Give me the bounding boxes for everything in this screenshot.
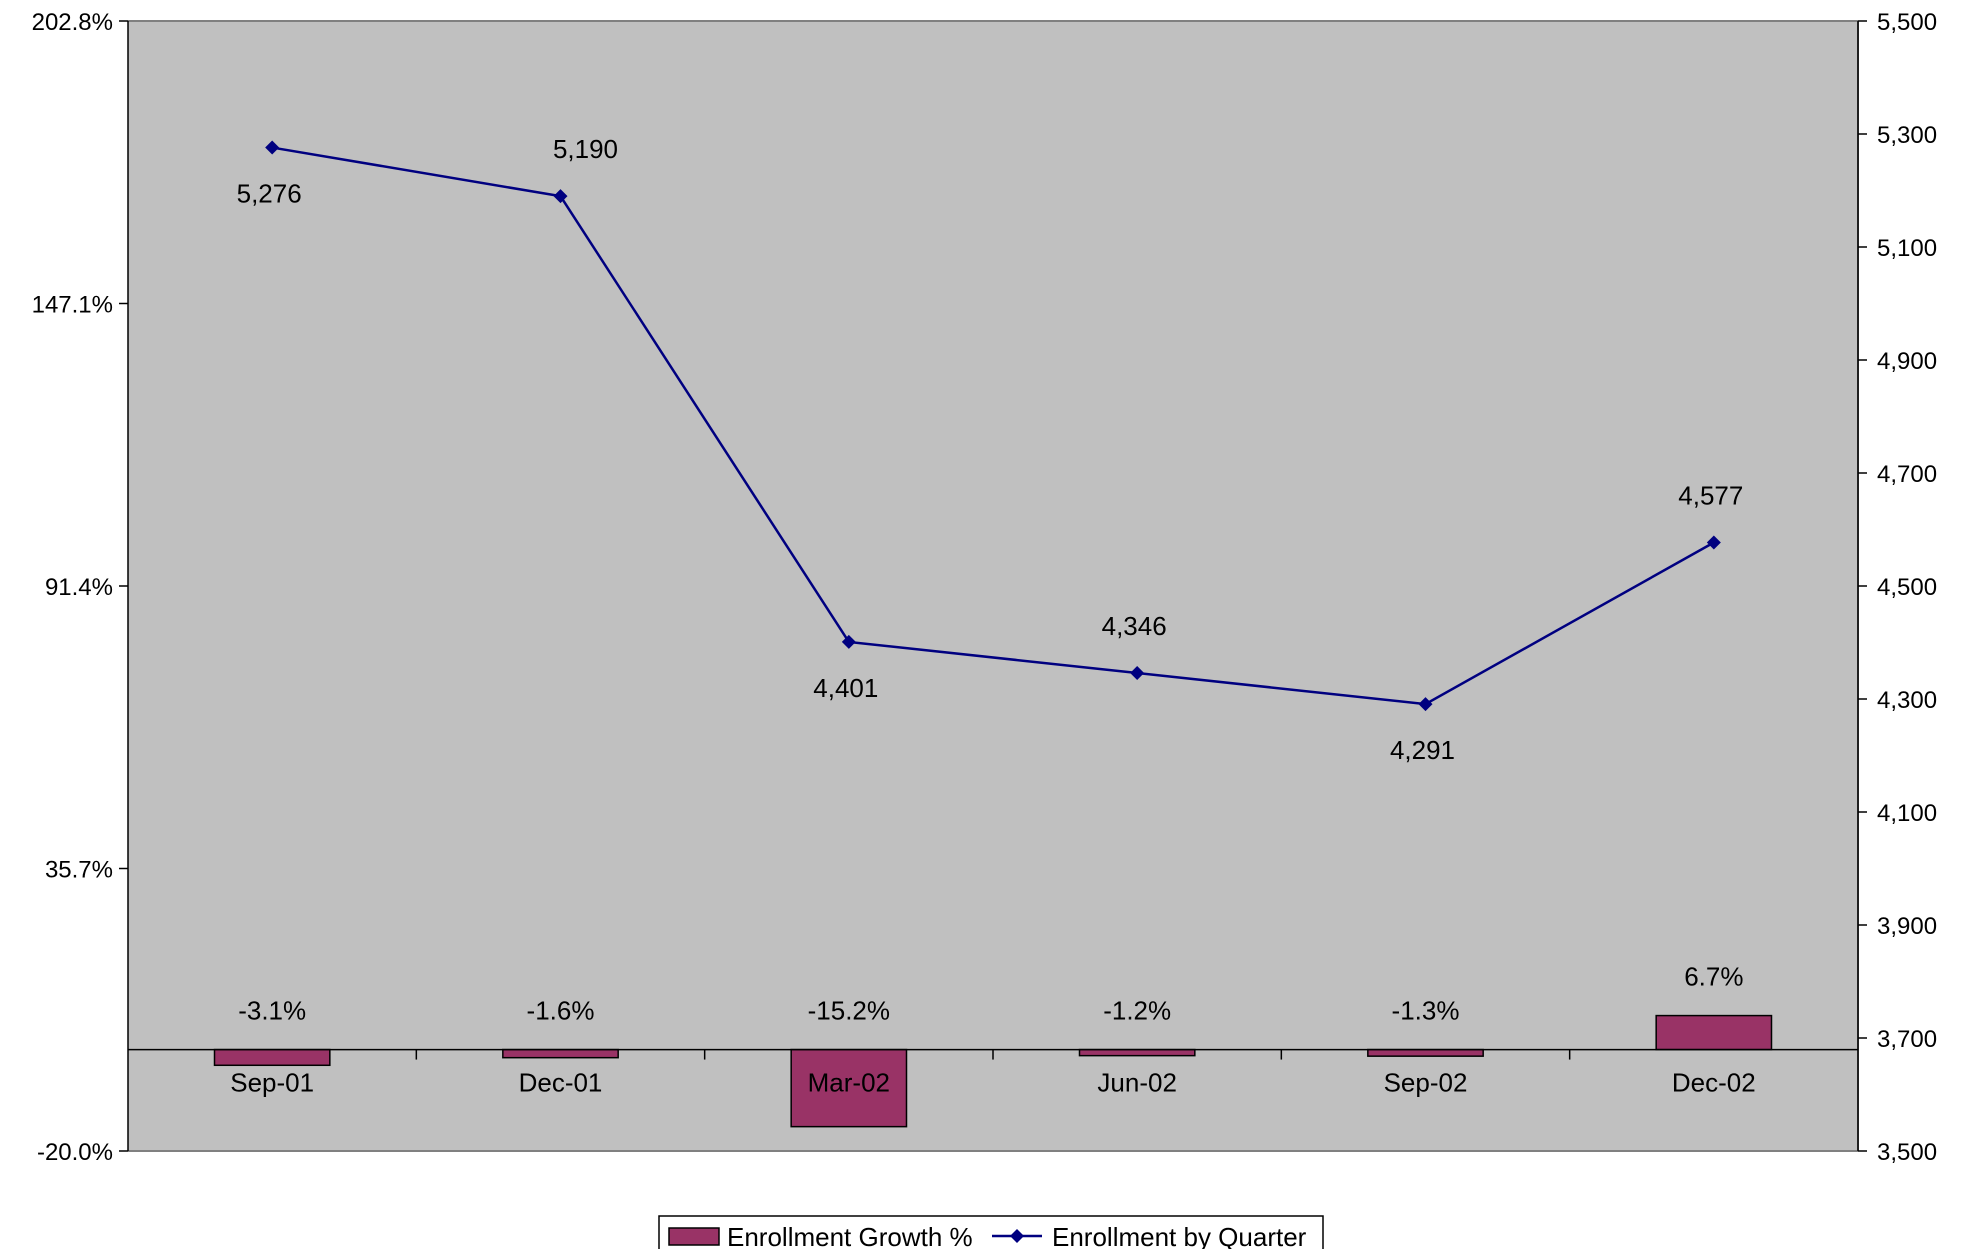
- bar-Mar-02: [790, 1048, 908, 1128]
- left-axis-tick-label: 35.7%: [45, 857, 113, 884]
- line-marker-Dec-01: [553, 189, 568, 204]
- line-marker-Jun-02: [1130, 666, 1145, 681]
- category-label: Mar-02: [808, 1068, 890, 1098]
- left-axis-tick-label: 202.8%: [32, 9, 113, 36]
- right-axis-tick-label: 5,300: [1877, 122, 1937, 149]
- legend-label-growth: Enrollment Growth %: [727, 1222, 973, 1249]
- right-axis-tick-label: 4,300: [1877, 687, 1937, 714]
- line-data-label: 4,577: [1678, 480, 1743, 510]
- bar-data-label: -1.6%: [527, 996, 595, 1026]
- bar-data-label: -3.1%: [238, 996, 306, 1026]
- right-axis-tick-label: 5,100: [1877, 235, 1937, 262]
- legend-box: [658, 1215, 1324, 1249]
- line-data-label: 5,276: [237, 179, 302, 209]
- bar-Dec-02: [1655, 1014, 1773, 1051]
- line-marker-Dec-02: [1706, 535, 1721, 550]
- left-axis-tick-label: 91.4%: [45, 574, 113, 601]
- right-axis-tick-label: 3,900: [1877, 913, 1937, 940]
- left-axis-tick-label: -20.0%: [37, 1139, 113, 1166]
- legend-label-quarter: Enrollment by Quarter: [1052, 1222, 1307, 1249]
- bar-data-label: -1.3%: [1392, 996, 1460, 1026]
- line-data-label: 4,346: [1102, 611, 1167, 641]
- left-axis-tick-label: 147.1%: [32, 292, 113, 319]
- legend-line-marker: [1010, 1229, 1024, 1243]
- category-label: Dec-02: [1672, 1068, 1756, 1098]
- right-axis-tick-label: 4,500: [1877, 574, 1937, 601]
- line-marker-Sep-02: [1418, 697, 1433, 712]
- bar-Sep-02: [1367, 1048, 1484, 1057]
- category-label: Jun-02: [1097, 1068, 1177, 1098]
- line-data-label: 4,401: [813, 673, 878, 703]
- data-labels: Sep-01 Dec-01 Mar-02 Jun-02 Sep-02 Dec-02 -3.1…: [230, 134, 1756, 1097]
- right-axis-tick-label: 3,500: [1877, 1139, 1937, 1166]
- bar-data-label: 6.7%: [1684, 962, 1743, 992]
- legend: Enrollment Growth % Enrollment by Quarter: [658, 1215, 1324, 1249]
- axes: -20.0% 35.7% 91.4% 147.1% 202.8% 3,500 3,700 3,…: [32, 9, 1937, 1166]
- right-axis-tick-label: 5,500: [1877, 9, 1937, 36]
- line-marker-Sep-01: [265, 140, 280, 155]
- category-label: Dec-01: [519, 1068, 603, 1098]
- line-path: [271, 146, 1715, 706]
- bar-data-label: -1.2%: [1103, 996, 1171, 1026]
- bar-Dec-01: [502, 1048, 619, 1059]
- bar-series-enrollment-growth: [213, 1014, 1773, 1128]
- line-marker-Mar-02: [841, 634, 856, 649]
- legend-bar-swatch: [668, 1227, 720, 1246]
- category-label: Sep-02: [1384, 1068, 1468, 1098]
- right-axis-tick-label: 3,700: [1877, 1026, 1937, 1053]
- right-axis-tick-label: 4,900: [1877, 348, 1937, 375]
- bar-data-label: -15.2%: [808, 996, 890, 1026]
- plot-area: [128, 21, 1858, 1151]
- bar-Sep-01: [213, 1048, 331, 1067]
- line-series-enrollment-by-quarter: [265, 140, 1721, 712]
- category-label: Sep-01: [230, 1068, 314, 1098]
- line-data-label: 5,190: [553, 134, 618, 164]
- right-axis-tick-label: 4,100: [1877, 800, 1937, 827]
- right-axis-tick-label: 4,700: [1877, 461, 1937, 488]
- line-data-label: 4,291: [1390, 735, 1455, 765]
- bar-Jun-02: [1078, 1048, 1196, 1057]
